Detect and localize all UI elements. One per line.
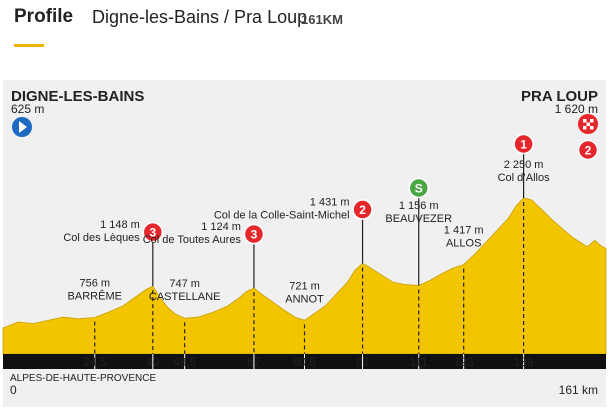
waypoint-altitude-1: 1 148 m	[100, 219, 140, 231]
axis-end-label: 161 km	[559, 383, 598, 397]
sprint-badge	[408, 177, 429, 199]
finish-badge-text: 2	[585, 144, 592, 158]
tick-label-3: 67	[247, 355, 261, 369]
route-title: Digne-les-Bains / Pra Loup	[92, 7, 308, 27]
waypoint-altitude-7: 1 417 m	[444, 225, 484, 237]
waypoint-name-3: Col de Toutes Aures	[143, 234, 242, 246]
tick-label-5: 96	[356, 355, 370, 369]
finish-flag-square	[583, 126, 587, 130]
finish-flag-square	[583, 119, 587, 123]
finish-altitude: 1 620 m	[555, 102, 598, 116]
waypoint-altitude-8: 2 250 m	[504, 159, 544, 171]
tick-label-8: 139	[514, 355, 534, 369]
tick-label-2: 48,5	[173, 355, 197, 369]
waypoint-name-8: Col d’Allos	[498, 172, 550, 184]
waypoint-altitude-6: 1 156 m	[399, 200, 439, 212]
finish-climb-badge	[577, 139, 599, 161]
waypoint-name-1: Col des Lèques	[63, 232, 140, 244]
climb-badge-3	[243, 223, 265, 245]
waypoint-name-0: BARRÊME	[68, 290, 122, 303]
region-label: ALPES-DE-HAUTE-PROVENCE	[10, 373, 156, 384]
waypoint-altitude-2: 747 m	[169, 278, 200, 290]
waypoint-altitude-0: 756 m	[79, 278, 110, 290]
waypoint-name-6: BEAUVEZER	[385, 213, 452, 225]
tick-label-4: 80,5	[293, 355, 317, 369]
page-title: Profile	[14, 6, 74, 27]
climb-badge-5	[352, 199, 373, 220]
finish-flag-square	[586, 122, 590, 126]
waypoint-altitude-3: 1 124 m	[201, 221, 241, 233]
title-underline	[14, 44, 44, 47]
start-name: DIGNE-LES-BAINS	[11, 88, 144, 105]
badge-text-3: 3	[251, 228, 258, 242]
finish-name: PRA LOUP	[521, 88, 598, 105]
waypoint-name-4: ANNOT	[285, 293, 324, 305]
start-arrow-glyph	[19, 121, 27, 133]
axis-start-label: 0	[10, 383, 17, 397]
waypoint-name-7: ALLOS	[446, 238, 481, 250]
badge-text-8: 1	[520, 138, 527, 152]
start-altitude: 625 m	[11, 102, 44, 116]
terrain-area	[2, 197, 607, 355]
page-header: Profile Digne-les-Bains / Pra Loup 161KM	[0, 0, 609, 62]
tick-label-0: 24,5	[83, 355, 107, 369]
waypoint-name-2: CASTELLANE	[149, 291, 221, 303]
climb-badge-8	[513, 133, 534, 155]
finish-flag-square	[590, 119, 594, 123]
badge-text-1: 3	[149, 226, 156, 240]
waypoint-name-5: Col de la Colle-Saint-Michel	[214, 210, 350, 222]
stage-distance: 161KM	[301, 12, 343, 27]
tick-label-1: 40	[146, 355, 160, 369]
tick-label-6: 111	[410, 355, 429, 369]
waypoint-altitude-4: 721 m	[289, 280, 320, 292]
badge-text-6: S	[415, 182, 423, 196]
waypoint-altitude-5: 1 431 m	[310, 197, 350, 209]
badge-text-5: 2	[359, 203, 366, 217]
tick-label-7: 123	[454, 355, 474, 369]
climb-badge-1	[142, 221, 164, 243]
finish-flag-square	[590, 126, 594, 130]
